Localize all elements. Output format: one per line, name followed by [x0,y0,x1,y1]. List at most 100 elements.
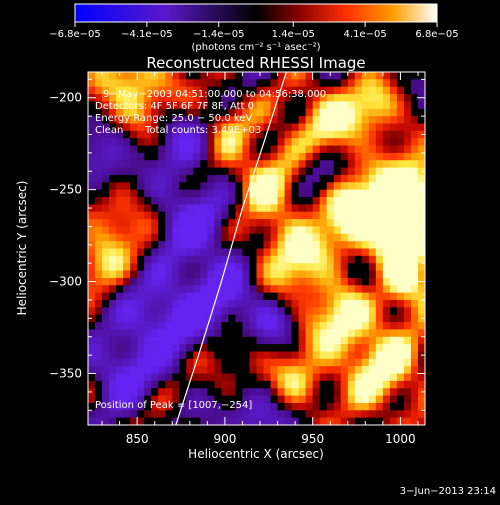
heatmap-cell [130,116,138,125]
energy-range-text: Energy Range: 25.0 − 50.0 keV [95,113,252,124]
heatmap-cell [200,255,208,264]
heatmap-cell [298,395,307,404]
heatmap-cell [389,72,398,80]
heatmap-cell [333,174,342,183]
heatmap-cell [158,285,166,294]
heatmap-cell [319,270,328,279]
heatmap-cell [102,263,110,272]
heatmap-cell [354,108,363,117]
heatmap-cell [158,123,166,132]
heatmap-cell [102,101,110,110]
heatmap-cell [95,373,103,382]
heatmap-cell [305,336,314,345]
heatmap-cell [382,388,391,397]
heatmap-cell [242,373,251,382]
heatmap-cell [361,270,370,279]
heatmap-cell [277,211,286,220]
footer-date: 3−Jun−2013 23:14 [400,486,496,497]
heatmap-cell [207,344,215,353]
heatmap-cell [298,233,307,242]
heatmap-cell [200,344,208,353]
heatmap-cell [228,211,237,220]
heatmap-cell [305,351,314,360]
heatmap-cell [137,145,145,154]
heatmap-cell [305,226,314,235]
heatmap-cell [242,219,251,228]
heatmap-cell [319,263,328,272]
heatmap-cell [396,255,405,264]
heatmap-cell [361,204,370,213]
heatmap-cell [340,263,349,272]
heatmap-cell [123,94,131,103]
heatmap-cell [214,197,222,205]
heatmap-cell [410,292,419,301]
heatmap-cell [102,336,110,345]
heatmap-cell [200,138,208,147]
heatmap-cell [102,108,110,117]
heatmap-cell [207,410,215,419]
heatmap-cell [312,248,321,257]
heatmap-cell [403,233,412,242]
heatmap-cell [172,255,180,264]
heatmap-cell [123,322,131,330]
heatmap-cell [235,108,244,117]
heatmap-cell [389,123,398,132]
heatmap-cell [319,307,328,316]
heatmap-cell [221,182,230,191]
heatmap-cell [403,322,412,330]
heatmap-cell [277,123,286,132]
heatmap-cell [193,182,201,191]
heatmap-cell [109,167,117,176]
heatmap-cell [270,226,279,235]
heatmap-cell [235,138,244,147]
heatmap-cell [200,72,208,80]
heatmap-cell [347,248,356,257]
heatmap-cell [340,108,349,117]
heatmap-cell [354,388,363,397]
heatmap-cell [354,329,363,338]
heatmap-cell [298,94,307,103]
heatmap-cell [291,94,300,103]
heatmap-cell [403,263,412,272]
heatmap-cell [214,417,222,425]
heatmap-cell [389,366,398,375]
heatmap-cell [312,160,321,169]
heatmap-cell [354,344,363,353]
heatmap-cell [186,336,194,345]
heatmap-cell [396,388,405,397]
heatmap-cell [130,388,138,397]
heatmap-cell [417,402,425,411]
heatmap-cell [319,285,328,294]
heatmap-cell [270,410,279,419]
heatmap-cell [375,145,384,154]
heatmap-cell [144,72,152,80]
heatmap-cell [214,314,222,323]
heatmap-cell [270,285,279,294]
heatmap-cell [186,94,194,103]
heatmap-cell [88,72,96,80]
heatmap-cell [179,285,187,294]
heatmap-cell [284,101,293,110]
heatmap-cell [347,402,356,411]
heatmap-cell [284,189,293,198]
heatmap-cell [242,101,251,110]
heatmap-cell [263,189,272,198]
heatmap-cell [263,116,272,125]
heatmap-cell [375,388,384,397]
heatmap-cell [347,226,356,235]
heatmap-cell [277,233,286,242]
heatmap-cell [95,189,103,198]
heatmap-cell [109,417,117,425]
heatmap-cell [319,373,328,382]
heatmap-cell [214,101,222,110]
heatmap-cell [256,233,265,242]
heatmap-cell [186,219,194,228]
heatmap-cell [249,299,258,308]
heatmap-cell [312,116,321,125]
heatmap-cell [410,152,419,161]
heatmap-cell [214,373,222,382]
heatmap-cell [326,410,335,419]
heatmap-cell [249,263,258,272]
heatmap-cell [214,344,222,353]
heatmap-cell [319,292,328,301]
